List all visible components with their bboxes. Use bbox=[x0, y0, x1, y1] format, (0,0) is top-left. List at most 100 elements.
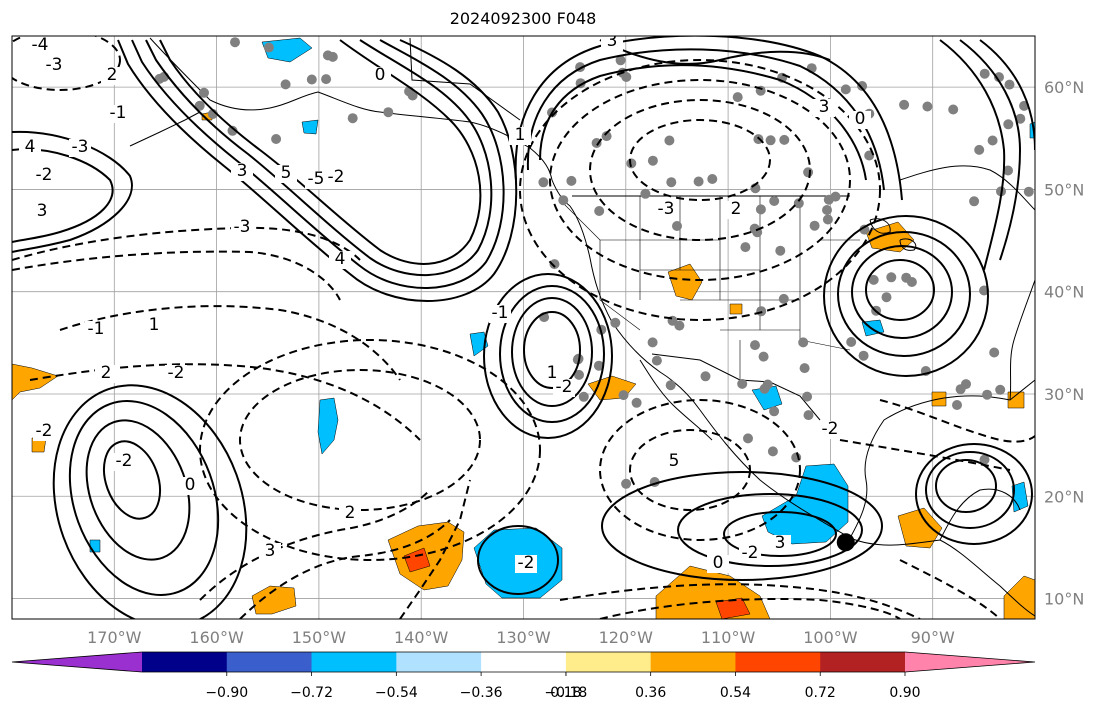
contour-label-bg bbox=[553, 379, 575, 397]
coastline-canada-east bbox=[899, 165, 1035, 211]
station-dot bbox=[775, 245, 786, 256]
longitude-ticks: 170°W 160°W 150°W 140°W 130°W 120°W 110°W 100°W… bbox=[87, 628, 955, 647]
lat-tick-label: 20°N bbox=[1044, 487, 1084, 506]
contour-line bbox=[239, 369, 481, 511]
station-dot bbox=[769, 196, 780, 206]
contour-label-bg bbox=[515, 555, 537, 573]
contours-negative bbox=[12, 36, 1035, 619]
lat-tick-label: 50°N bbox=[1044, 180, 1084, 199]
lon-tick-label: 90°W bbox=[911, 628, 955, 647]
contour-line bbox=[12, 250, 341, 301]
contour-line bbox=[131, 39, 505, 289]
colorbar-tick-label: 0.18 bbox=[550, 685, 581, 701]
contour-label: 1 bbox=[149, 315, 160, 335]
contour-line bbox=[837, 231, 971, 357]
contour-label: -3 bbox=[234, 217, 251, 237]
contour-line bbox=[865, 259, 935, 321]
station-dot bbox=[672, 221, 682, 231]
contour-line bbox=[399, 479, 471, 619]
contour-label: -2 bbox=[556, 377, 573, 397]
colorbar-tick-label: 0.54 bbox=[720, 685, 751, 701]
station-dot bbox=[558, 195, 569, 206]
lat-tick-label: 60°N bbox=[1044, 78, 1084, 97]
contour-label-bg bbox=[305, 171, 327, 189]
station-dot bbox=[987, 135, 998, 146]
contour-label: 5 bbox=[281, 163, 292, 183]
coastline-aleutians bbox=[129, 111, 201, 147]
contour-line bbox=[514, 36, 903, 201]
station-dot bbox=[961, 379, 971, 390]
contour-label-bg bbox=[739, 545, 761, 563]
contour-label: -4 bbox=[32, 35, 49, 55]
colorbar-extend-high bbox=[905, 652, 1035, 672]
contour-label-bg bbox=[29, 37, 51, 55]
contour-label: 3 bbox=[607, 31, 618, 51]
station-dot bbox=[922, 101, 933, 112]
station-dot bbox=[578, 391, 589, 402]
contour-line bbox=[199, 489, 431, 601]
station-dot bbox=[327, 51, 338, 62]
station-dot bbox=[798, 337, 809, 348]
station-dot bbox=[840, 84, 851, 95]
colorbar-tick-label: 0.72 bbox=[805, 685, 836, 701]
contour-label: -2 bbox=[168, 363, 185, 383]
station-dot bbox=[538, 177, 549, 188]
contour-line bbox=[601, 471, 883, 581]
station-dot bbox=[732, 92, 743, 103]
station-dot bbox=[765, 135, 776, 146]
contour-label: -2 bbox=[518, 553, 535, 573]
station-dot bbox=[347, 113, 358, 124]
contour-label: -3 bbox=[72, 137, 89, 157]
station-dot bbox=[194, 100, 205, 111]
lon-tick-label: 110°W bbox=[701, 628, 756, 647]
contour-label: 3 bbox=[37, 201, 48, 221]
contour-label-bg bbox=[707, 555, 729, 573]
contour-label-bg bbox=[849, 111, 871, 129]
contour-line bbox=[199, 339, 541, 561]
contour-label-bg bbox=[101, 67, 123, 85]
contour-line bbox=[589, 99, 811, 241]
contour-label: 3 bbox=[265, 541, 276, 561]
contour-label-bg bbox=[339, 505, 361, 523]
station-dot bbox=[762, 379, 773, 390]
contour-label-bg bbox=[85, 321, 107, 339]
station-dot bbox=[594, 206, 605, 216]
station-dot bbox=[822, 214, 833, 225]
contour-line bbox=[239, 519, 451, 619]
station-dot bbox=[321, 74, 332, 85]
coastline-gulf bbox=[849, 379, 1035, 539]
contour-line bbox=[145, 39, 493, 276]
contour-label: -3 bbox=[46, 55, 63, 75]
contour-label-bg bbox=[541, 365, 563, 383]
contour-line bbox=[935, 459, 997, 513]
contour-line bbox=[925, 451, 1015, 529]
station-dot bbox=[899, 99, 910, 110]
contour-line bbox=[68, 400, 220, 596]
colorbar-segment bbox=[396, 652, 482, 672]
station-dot bbox=[758, 351, 769, 362]
contour-line bbox=[519, 59, 881, 321]
contour-label-bg bbox=[31, 203, 53, 221]
anomaly-patch bbox=[317, 397, 339, 455]
contour-line bbox=[483, 273, 613, 439]
contour-label: 2 bbox=[107, 65, 118, 85]
station-dot bbox=[979, 68, 990, 79]
station-dot bbox=[263, 42, 274, 53]
border-usa-mexico bbox=[651, 353, 821, 421]
station-dot bbox=[858, 350, 869, 361]
station-dot bbox=[647, 155, 658, 166]
lon-tick-label: 160°W bbox=[189, 628, 244, 647]
colorbar-tick-label: −0.72 bbox=[290, 685, 333, 701]
lat-tick-label: 40°N bbox=[1044, 283, 1084, 302]
station-dot bbox=[857, 81, 868, 91]
contour-label-bg bbox=[601, 36, 623, 51]
colorbar-ticks: −0.90 −0.72 −0.54 −0.36 −0.180.18 0.36 0.54 0.7… bbox=[205, 672, 921, 701]
station-dot bbox=[664, 135, 675, 146]
contour-line bbox=[12, 226, 361, 261]
station-dot bbox=[769, 406, 780, 417]
station-dot bbox=[989, 347, 1000, 358]
contour-label: 2 bbox=[731, 199, 742, 219]
contour-label-bg bbox=[813, 99, 835, 117]
station-dot bbox=[952, 400, 962, 410]
contour-label-bg bbox=[325, 169, 347, 187]
